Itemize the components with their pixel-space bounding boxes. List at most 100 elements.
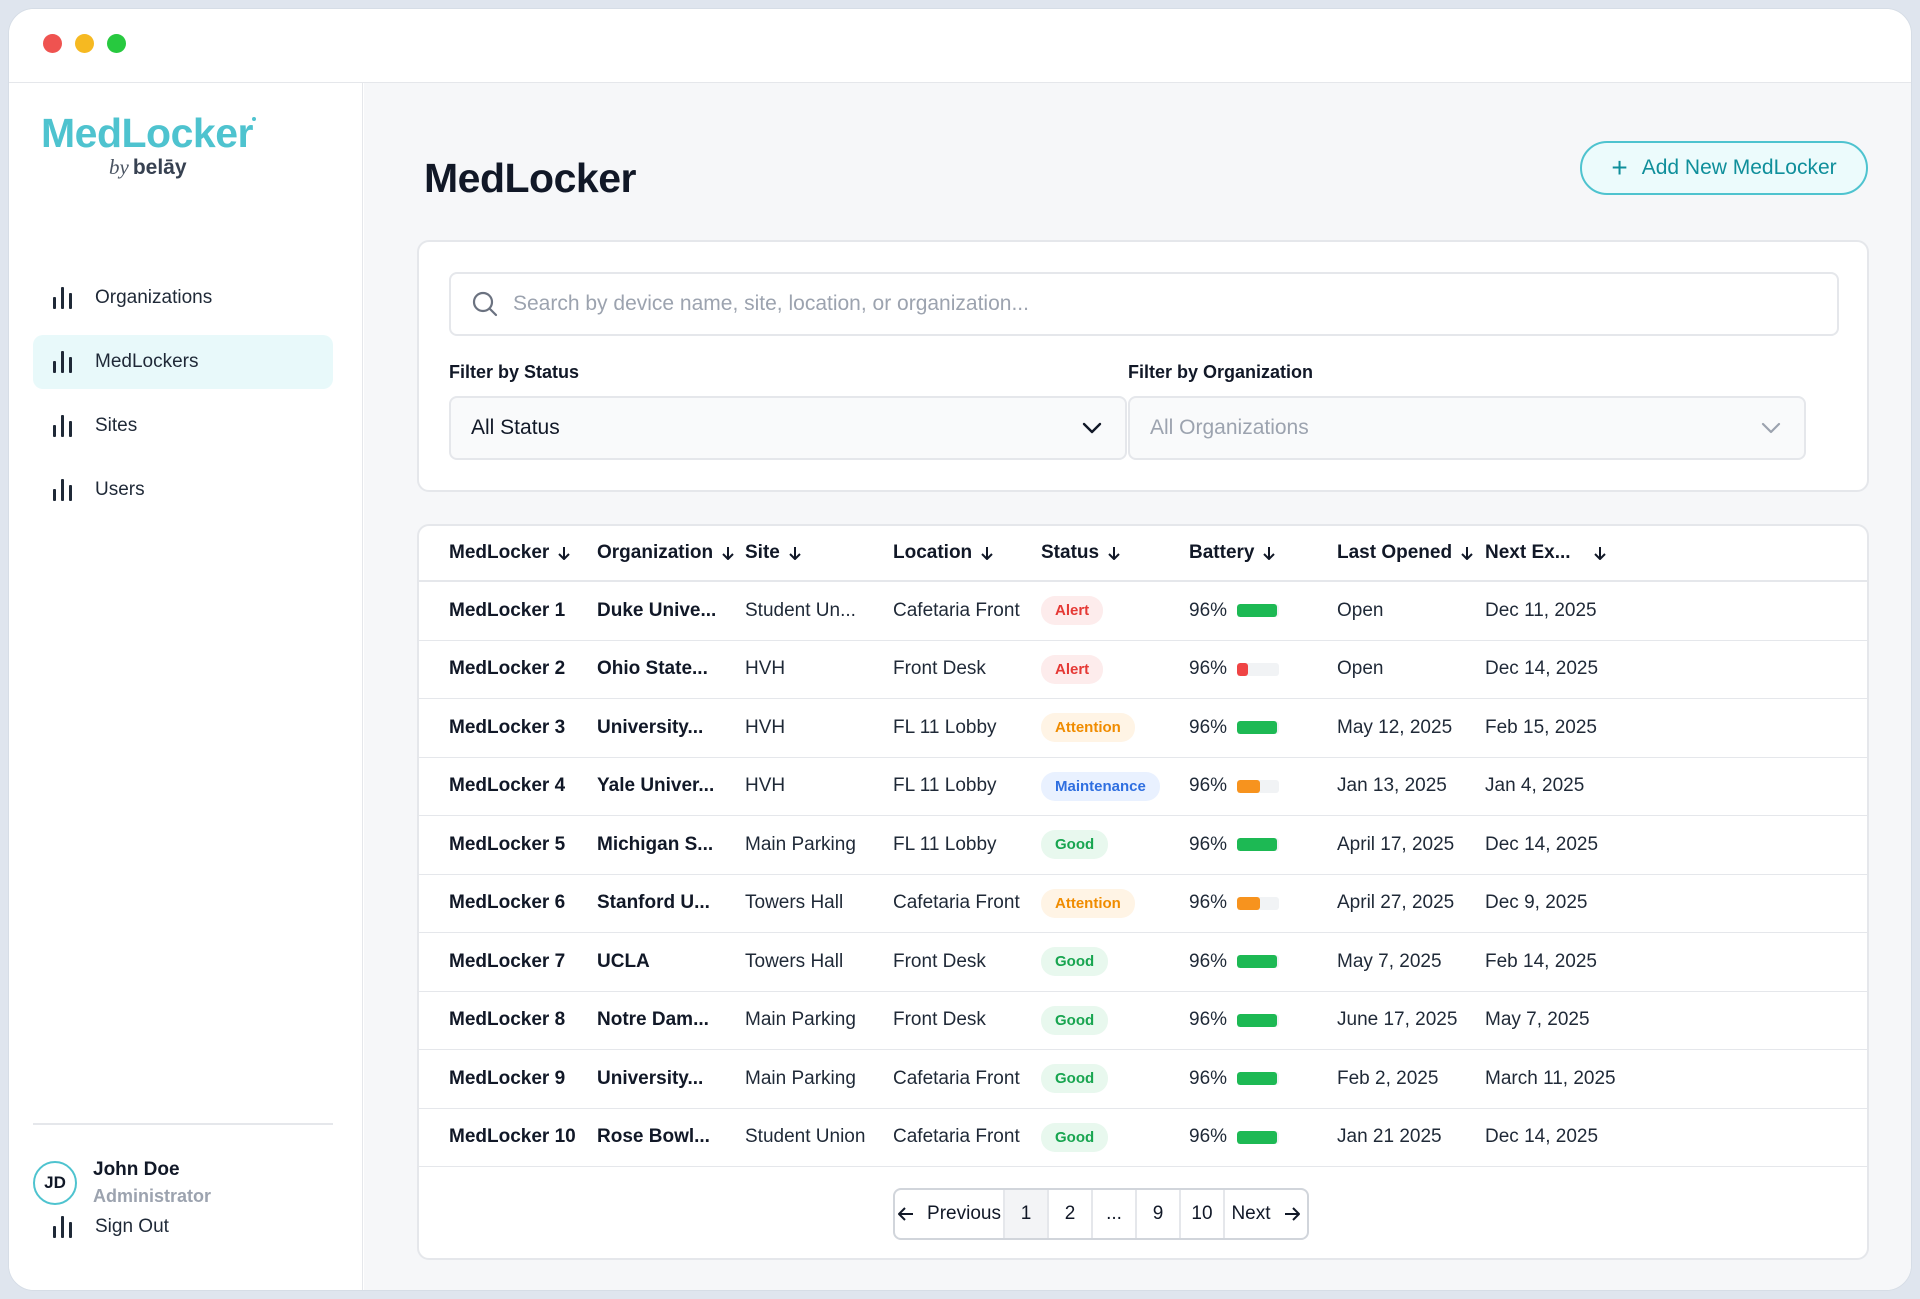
site-cell: Student Un... <box>745 599 856 621</box>
location-cell: Cafetaria Front <box>893 1067 1020 1089</box>
page-button[interactable]: 9 <box>1137 1190 1181 1238</box>
location-cell: Front Desk <box>893 658 986 680</box>
title-bar <box>9 9 1911 83</box>
site-cell: Main Parking <box>745 833 856 855</box>
bar-chart-icon <box>53 287 73 309</box>
previous-page-button[interactable]: Previous <box>895 1190 1005 1238</box>
location-cell: Cafetaria Front <box>893 892 1020 914</box>
column-header[interactable]: Location <box>893 542 994 564</box>
maximize-window-button[interactable] <box>107 34 126 53</box>
battery-cell: 96% <box>1189 1009 1280 1031</box>
organization-filter-select[interactable]: All Organizations <box>1128 396 1806 460</box>
table-body: MedLocker 1 Duke Unive... Student Un... Caf… <box>419 582 1867 1167</box>
sort-arrow-icon <box>789 547 801 560</box>
app-window: MedLocker by belāy Organizations MedLocker… <box>8 8 1912 1291</box>
next-page-button[interactable]: Next <box>1225 1190 1307 1238</box>
sidebar-item-label: MedLockers <box>95 351 199 372</box>
sidebar-divider <box>33 1123 333 1125</box>
sidebar-item-sites[interactable]: Sites <box>33 399 333 453</box>
sign-out-label: Sign Out <box>95 1216 169 1237</box>
logo-wordmark: MedLocker <box>41 111 281 155</box>
battery-cell: 96% <box>1189 658 1280 680</box>
battery-percent: 96% <box>1189 775 1228 797</box>
bar-chart-icon <box>53 1216 73 1238</box>
battery-cell: 96% <box>1189 833 1280 856</box>
table-row[interactable]: MedLocker 2 Ohio State... HVH Front Desk Ale… <box>419 641 1867 699</box>
medlocker-name: MedLocker 9 <box>449 1067 566 1089</box>
column-header[interactable]: Last Opened <box>1337 542 1474 564</box>
medlocker-name: MedLocker 10 <box>449 1126 576 1148</box>
battery-cell: 96% <box>1189 599 1280 622</box>
battery-bar <box>1237 604 1280 618</box>
status-badge: Good <box>1041 1064 1109 1094</box>
search-icon <box>472 291 498 317</box>
battery-percent: 96% <box>1189 950 1228 972</box>
table-row[interactable]: MedLocker 4 Yale Univer... HVH FL 11 Lobby M… <box>419 758 1867 816</box>
sidebar-item-users[interactable]: Users <box>33 463 333 517</box>
page-button[interactable]: 2 <box>1049 1190 1093 1238</box>
column-header-label: Organization <box>597 542 714 563</box>
table-row[interactable]: MedLocker 5 Michigan S... Main Parking FL 1… <box>419 816 1867 875</box>
close-window-button[interactable] <box>43 34 62 53</box>
column-header[interactable]: MedLocker <box>449 542 571 564</box>
battery-percent: 96% <box>1189 716 1228 738</box>
last-opened-cell: May 7, 2025 <box>1337 950 1442 972</box>
organization-cell: Yale Univer... <box>597 775 715 797</box>
last-opened-cell: Open <box>1337 599 1384 621</box>
sidebar-item-organizations[interactable]: Organizations <box>33 271 333 325</box>
status-badge: Attention <box>1041 888 1135 918</box>
search-bar[interactable] <box>449 272 1839 336</box>
organization-cell: Ohio State... <box>597 658 708 680</box>
column-header[interactable]: Site <box>745 542 802 564</box>
site-cell: Towers Hall <box>745 892 844 914</box>
last-opened-cell: May 12, 2025 <box>1337 716 1453 738</box>
organization-cell: Stanford U... <box>597 892 710 914</box>
status-badge: Attention <box>1041 713 1135 743</box>
table-row[interactable]: MedLocker 8 Notre Dam... Main Parking Front… <box>419 992 1867 1050</box>
sort-arrow-icon <box>1593 547 1606 560</box>
sign-out-button[interactable]: Sign Out <box>53 1216 169 1238</box>
battery-bar <box>1237 896 1280 910</box>
search-input[interactable] <box>513 292 1813 316</box>
table-row[interactable]: MedLocker 9 University... Main Parking Cafe… <box>419 1050 1867 1109</box>
battery-bar <box>1237 1130 1280 1144</box>
last-opened-cell: Jan 21 2025 <box>1337 1126 1442 1148</box>
last-opened-cell: Feb 2, 2025 <box>1337 1067 1439 1089</box>
sidebar: MedLocker by belāy Organizations MedLocker… <box>9 83 363 1290</box>
status-filter-select[interactable]: All Status <box>449 396 1127 460</box>
sort-arrow-icon <box>558 547 571 560</box>
sidebar-item-medlockers[interactable]: MedLockers <box>33 335 333 389</box>
sidebar-nav: Organizations MedLockers Sites Users <box>33 271 333 527</box>
table-row[interactable]: MedLocker 3 University... HVH FL 11 Lobby At… <box>419 699 1867 758</box>
organization-cell: Notre Dam... <box>597 1009 709 1031</box>
status-badge: Good <box>1041 830 1109 860</box>
table-row[interactable]: MedLocker 6 Stanford U... Towers Hall Cafet… <box>419 875 1867 933</box>
page-button[interactable]: 10 <box>1181 1190 1225 1238</box>
previous-label: Previous <box>927 1203 1001 1224</box>
table-row[interactable]: MedLocker 1 Duke Unive... Student Un... Caf… <box>419 582 1867 641</box>
minimize-window-button[interactable] <box>75 34 94 53</box>
pagination: Previous 1 2... 9 10 Next <box>893 1188 1309 1240</box>
page-button[interactable]: 1 <box>1005 1190 1049 1238</box>
battery-percent: 96% <box>1189 1067 1228 1089</box>
organization-cell: UCLA <box>597 950 650 972</box>
page-title: MedLocker <box>424 155 636 201</box>
add-new-medlocker-button[interactable]: + Add New MedLocker <box>1580 141 1868 195</box>
table-row[interactable]: MedLocker 10 Rose Bowl... Student Union Caf… <box>419 1109 1867 1167</box>
main-content: MedLocker + Add New MedLocker Filter by … <box>364 83 1911 1290</box>
battery-percent: 96% <box>1189 833 1228 855</box>
avatar[interactable]: JD <box>33 1161 77 1205</box>
battery-percent: 96% <box>1189 599 1228 621</box>
column-header[interactable]: Next Ex... <box>1485 542 1607 564</box>
site-cell: HVH <box>745 775 786 797</box>
battery-cell: 96% <box>1189 950 1280 973</box>
column-header[interactable]: Status <box>1041 542 1121 564</box>
logo: MedLocker by belāy <box>41 111 281 179</box>
battery-bar <box>1237 721 1280 735</box>
column-header[interactable]: Organization <box>597 542 735 564</box>
column-header[interactable]: Battery <box>1189 542 1276 564</box>
next-exam-cell: Dec 9, 2025 <box>1485 892 1588 914</box>
page-button[interactable]: ... <box>1093 1190 1137 1238</box>
table-row[interactable]: MedLocker 7 UCLA Towers Hall Front Desk Good… <box>419 933 1867 992</box>
plus-icon: + <box>1611 152 1628 183</box>
